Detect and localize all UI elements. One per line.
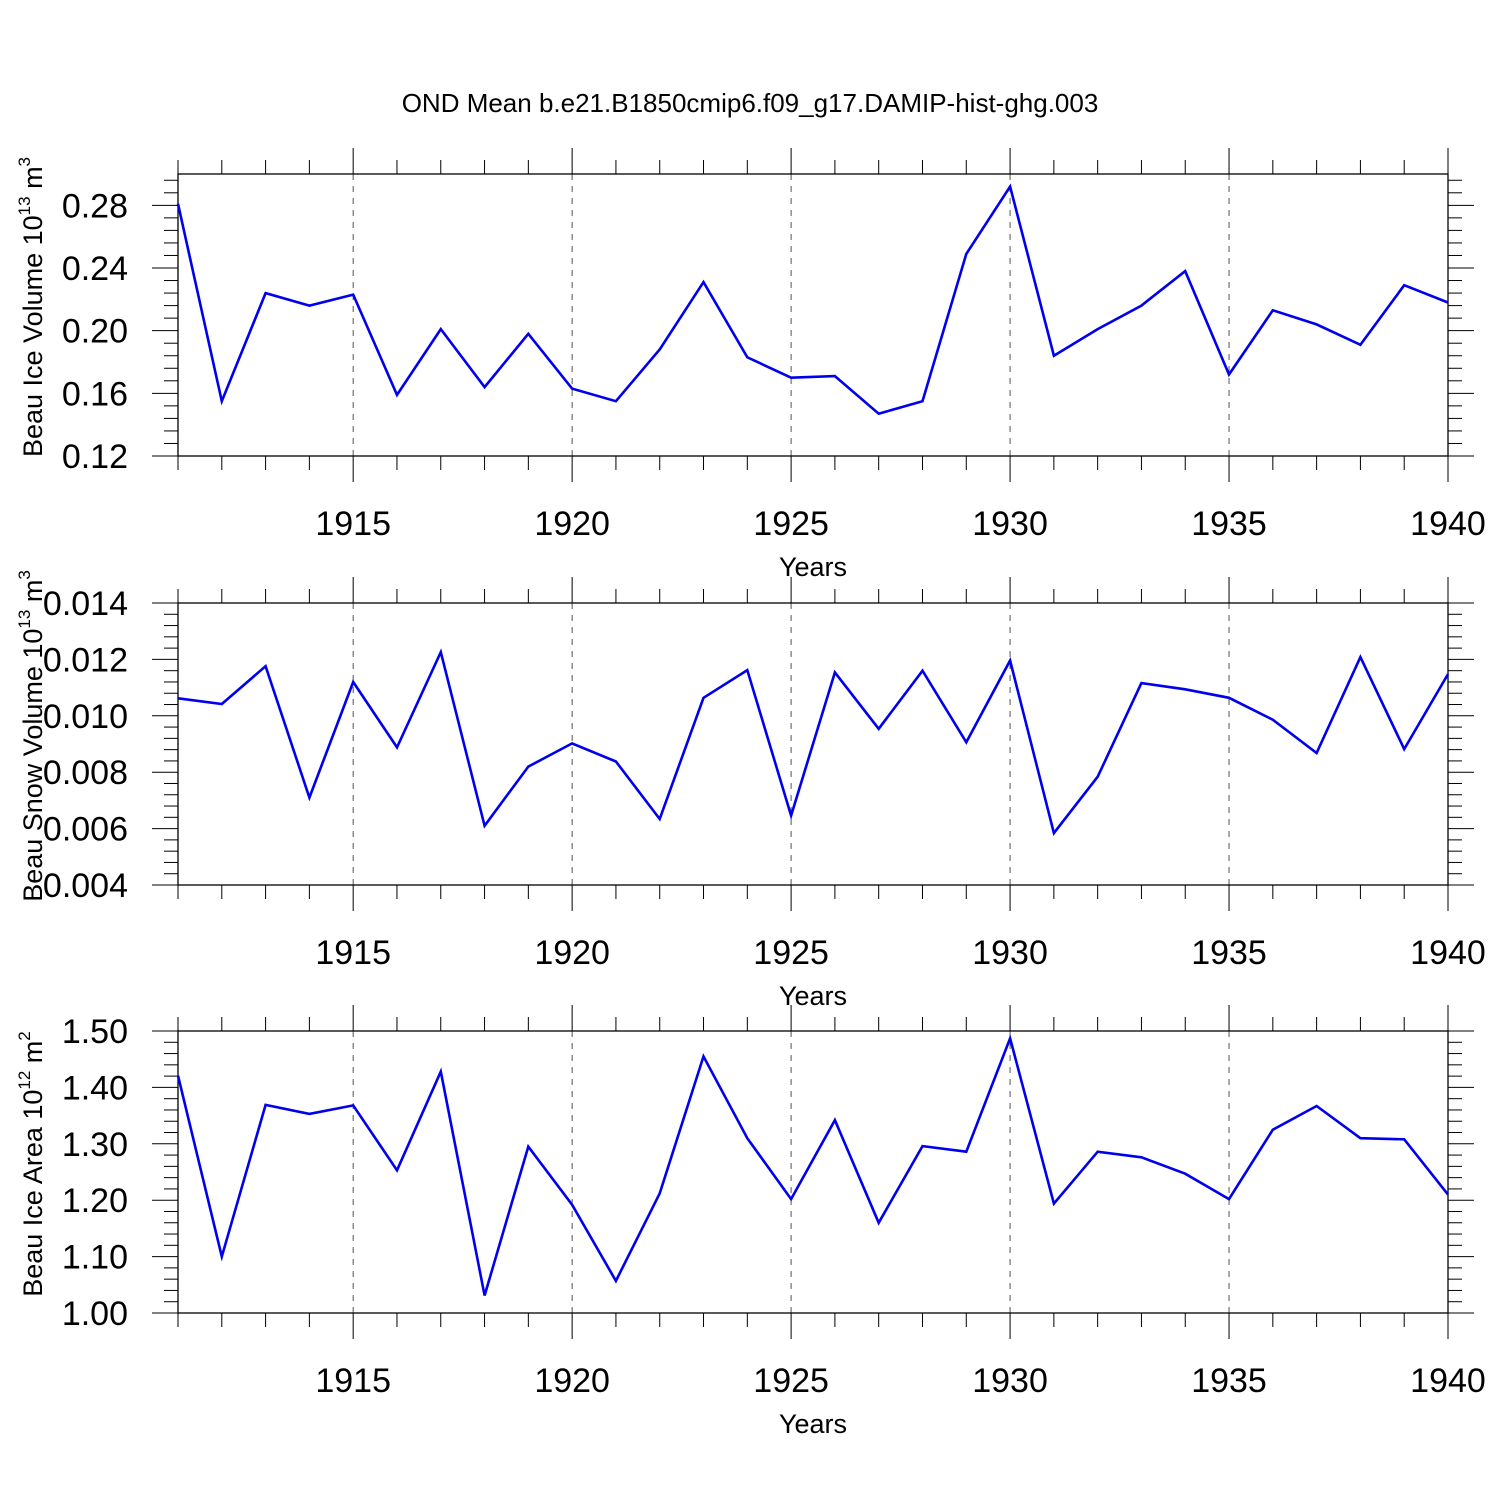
x-tick-label: 1930 <box>972 505 1048 543</box>
y-tick-label: 1.40 <box>62 1069 128 1107</box>
x-tick-label: 1925 <box>753 1362 829 1400</box>
y-tick-label: 0.24 <box>62 250 128 288</box>
y-axis-title: Beau Snow Volume 1013 m3 <box>15 570 48 902</box>
y-axis-title: Beau Ice Volume 1013 m3 <box>15 157 48 457</box>
series-line <box>177 648 1450 836</box>
x-tick-label: 1925 <box>753 505 829 543</box>
x-tick-label: 1920 <box>534 934 610 972</box>
y-tick-label: 1.00 <box>62 1295 128 1333</box>
figure-title: OND Mean b.e21.B1850cmip6.f09_g17.DAMIP-… <box>402 88 1099 118</box>
panel-1: 1915 1920 1925 1930 1935 1940 0.12 0.16 0.20 0.24… <box>15 148 1486 582</box>
y-tick-label: 0.010 <box>43 698 128 736</box>
plot-frame <box>177 602 1449 886</box>
series-line <box>176 183 1449 416</box>
y-tick-label: 1.50 <box>62 1013 128 1051</box>
x-tick-label: 1930 <box>972 934 1048 972</box>
y-tick-label: 0.008 <box>43 754 128 792</box>
plot-frame <box>177 173 1449 457</box>
plot-frame <box>177 1030 1449 1314</box>
x-tick-label: 1940 <box>1410 505 1486 543</box>
x-axis-title: Years <box>779 552 847 582</box>
y-tick-label: 0.12 <box>62 438 128 476</box>
x-tick-label: 1920 <box>534 1362 610 1400</box>
y-tick-label: 1.10 <box>62 1239 128 1277</box>
x-tick-label: 1935 <box>1191 1362 1267 1400</box>
x-axis-title: Years <box>779 981 847 1011</box>
x-tick-label: 1930 <box>972 1362 1048 1400</box>
y-tick-label: 0.28 <box>62 187 128 225</box>
panel-2: 1915 1920 1925 1930 1935 1940 0.004 0.006 0.008 0… <box>15 570 1486 1011</box>
x-tick-label: 1915 <box>315 1362 391 1400</box>
x-tick-label: 1940 <box>1410 934 1486 972</box>
series-line <box>176 1034 1450 1296</box>
y-tick-label: 0.006 <box>43 811 128 849</box>
x-axis-title: Years <box>779 1409 847 1439</box>
y-tick-label: 1.20 <box>62 1182 128 1220</box>
panels: 1915 1920 1925 1930 1935 1940 0.12 0.16 0.20 0.24… <box>15 148 1486 1439</box>
y-tick-label: 0.20 <box>62 313 128 351</box>
y-tick-label: 0.014 <box>43 585 128 623</box>
y-tick-label: 0.16 <box>62 375 128 413</box>
y-tick-label: 1.30 <box>62 1126 128 1164</box>
x-tick-label: 1935 <box>1191 934 1267 972</box>
x-tick-label: 1915 <box>315 934 391 972</box>
panel-3: 1915 1920 1925 1930 1935 1940 1.00 1.10 1.20 1.30… <box>15 1005 1486 1439</box>
x-tick-label: 1935 <box>1191 505 1267 543</box>
x-tick-label: 1915 <box>315 505 391 543</box>
x-tick-label: 1925 <box>753 934 829 972</box>
y-tick-label: 0.004 <box>43 867 128 905</box>
y-tick-label: 0.012 <box>43 641 128 679</box>
x-tick-label: 1940 <box>1410 1362 1486 1400</box>
x-tick-label: 1920 <box>534 505 610 543</box>
y-axis-title: Beau Ice Area 1012 m2 <box>15 1031 48 1297</box>
